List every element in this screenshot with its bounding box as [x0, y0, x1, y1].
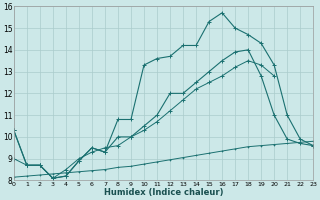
- X-axis label: Humidex (Indice chaleur): Humidex (Indice chaleur): [104, 188, 223, 197]
